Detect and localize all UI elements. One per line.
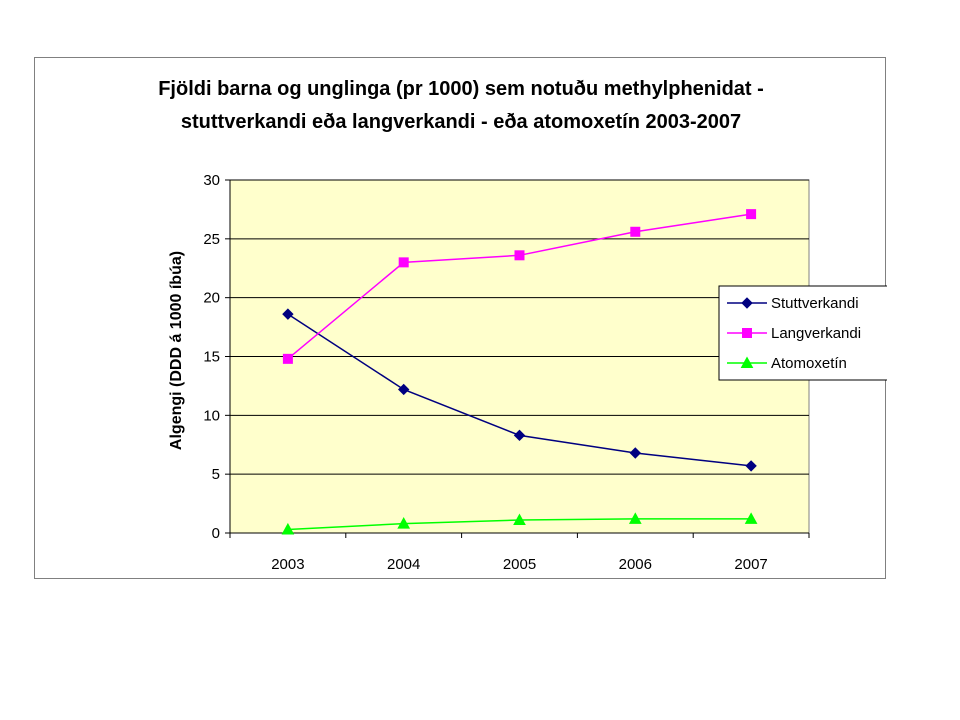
chart-title-line-2: stuttverkandi eða langverkandi - eða ato…	[181, 111, 741, 133]
y-tick-label: 5	[212, 466, 220, 483]
legend-marker-langverkandi	[742, 328, 752, 338]
legend-label: Stuttverkandi	[771, 295, 859, 312]
x-tick-label-2003: 2003	[271, 556, 304, 573]
x-tick-label-2004: 2004	[387, 556, 420, 573]
y-tick-label: 25	[203, 231, 220, 248]
legend-marker-stuttverkandi	[741, 297, 753, 309]
series-lines	[281, 209, 758, 535]
data-point-atomoxetín-2003	[281, 522, 295, 535]
y-tick-label: 20	[203, 290, 220, 307]
data-point-atomoxetín-2007	[744, 512, 758, 524]
data-point-langverkandi-2004	[398, 257, 409, 268]
data-point-stuttverkandi-2006	[629, 447, 642, 459]
series-stuttverkandi	[282, 308, 757, 472]
y-tick-label: 15	[203, 349, 220, 366]
x-tick-label-2005: 2005	[503, 556, 536, 573]
y-axis-title: Algengi (DDD á 1000 íbúa)	[168, 251, 185, 450]
y-tick-label: 0	[212, 525, 220, 542]
line-chart: Fjöldi barna og unglinga (pr 1000) sem n…	[158, 78, 887, 573]
data-point-langverkandi-2007	[746, 209, 757, 220]
x-tick-label-2006: 2006	[619, 556, 652, 573]
gridlines	[230, 179, 809, 475]
data-point-atomoxetín-2006	[628, 512, 642, 524]
x-tick-label-2007: 2007	[734, 556, 767, 573]
data-point-langverkandi-2003	[282, 353, 293, 364]
series-atomoxetín	[281, 512, 758, 535]
data-point-stuttverkandi-2005	[513, 429, 526, 442]
data-point-langverkandi-2006	[630, 226, 641, 237]
y-tick-label: 10	[203, 407, 220, 424]
data-point-atomoxetín-2005	[513, 513, 526, 526]
data-point-atomoxetín-2004	[397, 517, 411, 529]
data-point-stuttverkandi-2007	[745, 460, 757, 472]
series-langverkandi	[282, 209, 757, 364]
legend: Stuttverkandi Langverkandi Atomoxetín	[718, 285, 887, 381]
chart-frame: Fjöldi barna og unglinga (pr 1000) sem n…	[34, 57, 887, 579]
legend-item-atomoxetín: Atomoxetín	[727, 355, 847, 372]
data-point-langverkandi-2005	[514, 250, 525, 261]
legend-label: Langverkandi	[771, 325, 861, 342]
legend-marker-atomoxetín	[740, 356, 754, 368]
chart-title-line-1: Fjöldi barna og unglinga (pr 1000) sem n…	[158, 78, 764, 100]
legend-item-langverkandi: Langverkandi	[727, 325, 861, 342]
data-point-stuttverkandi-2004	[397, 383, 410, 396]
y-tick-label: 30	[203, 172, 220, 189]
axes: 0 5 10 15 20 25 30 2003 2004 2005 2006 2007	[203, 172, 810, 573]
legend-item-stuttverkandi: Stuttverkandi	[727, 295, 859, 312]
data-point-stuttverkandi-2003	[282, 308, 294, 320]
legend-label: Atomoxetín	[771, 355, 847, 372]
